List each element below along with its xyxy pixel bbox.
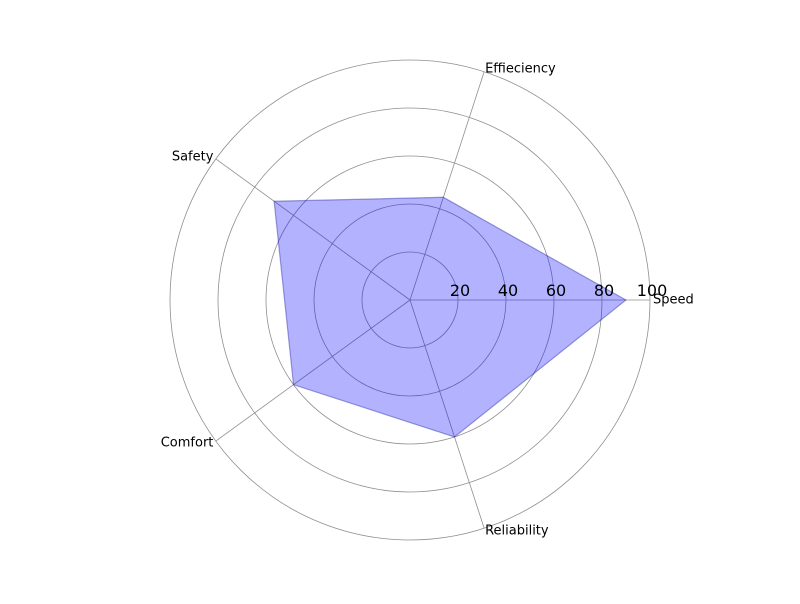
radial-tick-80: 80 bbox=[594, 281, 614, 300]
radial-tick-60: 60 bbox=[546, 281, 566, 300]
axis-label-reliability: Reliability bbox=[485, 524, 549, 539]
axis-label-comfort: Comfort bbox=[161, 435, 214, 450]
axis-label-safety: Safety bbox=[172, 150, 214, 165]
radial-tick-20: 20 bbox=[450, 281, 470, 300]
radial-tick-100: 100 bbox=[637, 281, 668, 300]
radial-tick-40: 40 bbox=[498, 281, 518, 300]
axis-label-effieciency: Effieciency bbox=[485, 61, 556, 76]
